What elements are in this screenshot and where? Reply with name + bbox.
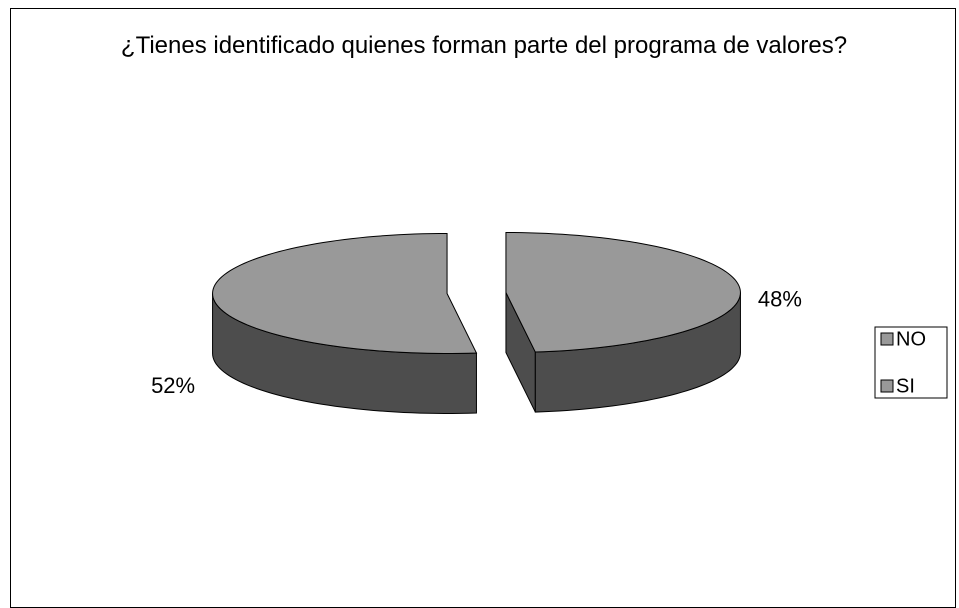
pie-tops <box>212 232 741 354</box>
pie-sides <box>212 292 741 414</box>
chart-title: ¿Tienes identificado quienes forman part… <box>120 32 848 59</box>
legend-label: SI <box>896 375 915 397</box>
data-label: 48% <box>758 287 802 312</box>
chart: 48% 52% NO SI <box>151 232 948 414</box>
legend-label: NO <box>896 328 926 350</box>
legend-swatch <box>880 379 894 393</box>
pie-slice <box>505 232 741 353</box>
pie-slice <box>212 232 478 354</box>
data-label: 52% <box>151 373 195 398</box>
legend: NO SI <box>874 326 948 399</box>
legend-swatch <box>880 332 894 346</box>
page: {"chart_data": {"type": "pie3d", "title"… <box>10 8 956 608</box>
